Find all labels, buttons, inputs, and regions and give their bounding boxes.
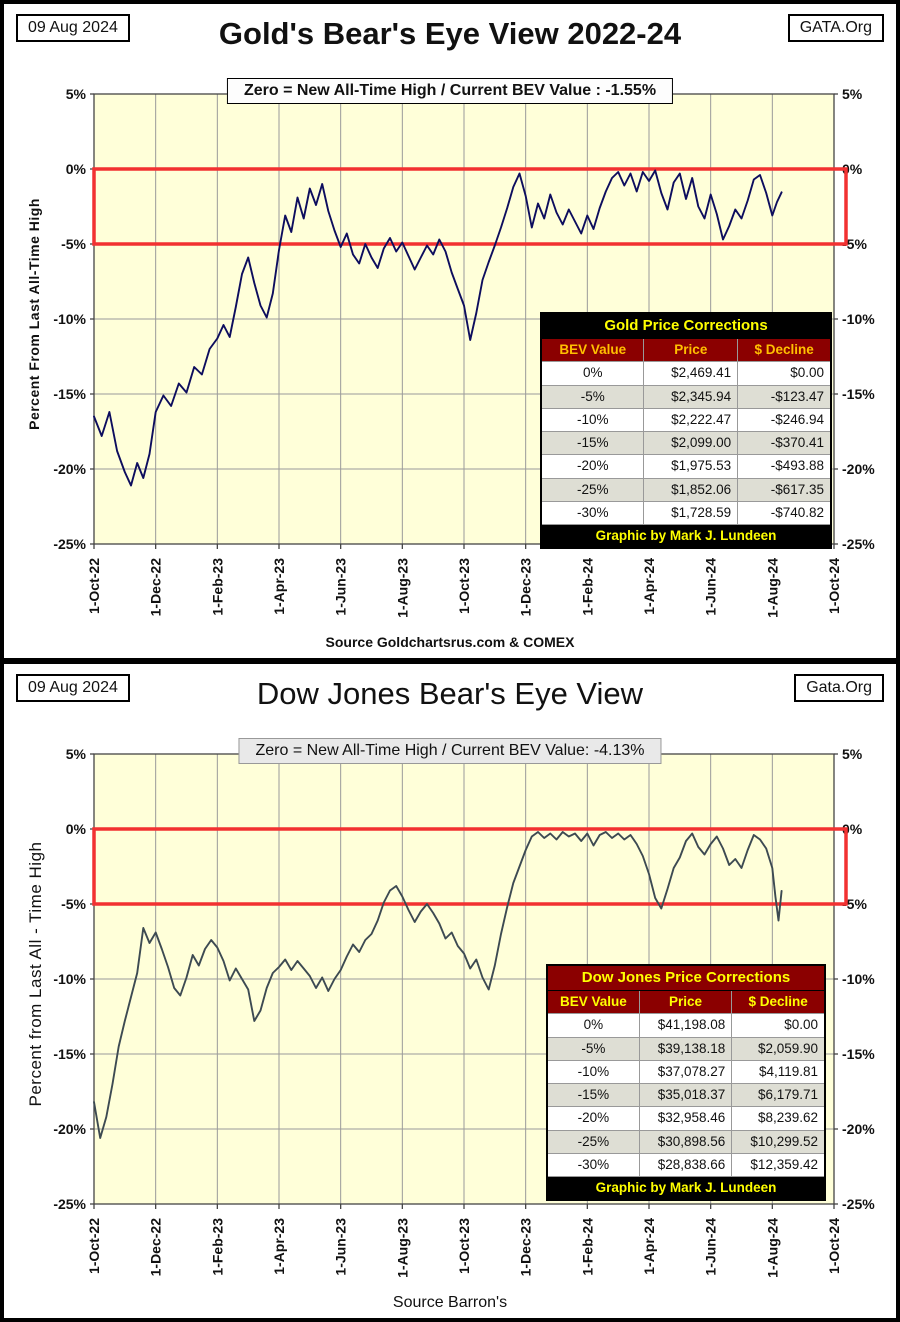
svg-text:-15%: -15% [842,386,875,402]
svg-text:1-Oct-22: 1-Oct-22 [86,1218,102,1274]
date-box: 09 Aug 2024 [16,674,130,702]
svg-text:5%: 5% [842,746,863,762]
svg-text:1-Oct-24: 1-Oct-24 [826,1218,842,1274]
svg-text:-5%: -5% [61,896,86,912]
svg-text:-5%: -5% [842,896,867,912]
svg-text:1-Jun-24: 1-Jun-24 [703,558,719,616]
svg-text:1-Feb-23: 1-Feb-23 [209,1218,225,1276]
panel-divider [4,658,896,664]
gold-corrections-table: Gold Price Corrections BEV Value Price $ De… [540,312,832,550]
svg-text:0%: 0% [66,161,87,177]
gold-chart-subtitle: Zero = New All-Time High / Current BEV V… [226,78,674,104]
svg-text:-5%: -5% [61,236,86,252]
gata-org-box: GATA.Org [787,14,884,42]
svg-text:0%: 0% [66,821,87,837]
svg-text:1-Dec-23: 1-Dec-23 [518,1218,534,1277]
svg-text:-20%: -20% [53,461,86,477]
svg-text:1-Jun-24: 1-Jun-24 [703,1218,719,1276]
svg-text:1-Dec-23: 1-Dec-23 [518,558,534,617]
svg-text:5%: 5% [66,746,87,762]
svg-text:1-Oct-23: 1-Oct-23 [456,558,472,614]
gold-chart-title: Gold's Bear's Eye View 2022-24 [218,16,682,51]
svg-text:1-Dec-22: 1-Dec-22 [148,558,164,617]
svg-text:-10%: -10% [842,971,875,987]
svg-text:1-Feb-23: 1-Feb-23 [209,558,225,616]
svg-text:5%: 5% [842,86,863,102]
svg-text:1-Jun-23: 1-Jun-23 [333,558,349,616]
svg-text:-20%: -20% [842,461,875,477]
gold-panel: 09 Aug 2024 GATA.Org Gold's Bear's Eye V… [4,4,896,658]
dow-source-note: Source Barron's [392,1294,508,1311]
svg-text:-15%: -15% [842,1046,875,1062]
dow-chart-subtitle: Zero = New All-Time High / Current BEV V… [238,738,662,764]
dow-chart-title: Dow Jones Bear's Eye View [256,676,644,711]
svg-text:1-Aug-24: 1-Aug-24 [764,558,780,618]
svg-text:1-Jun-23: 1-Jun-23 [333,1218,349,1276]
svg-text:5%: 5% [66,86,87,102]
dow-panel: 09 Aug 2024 Gata.Org Dow Jones Bear's Ey… [4,664,896,1318]
svg-text:1-Apr-23: 1-Apr-23 [271,1218,287,1275]
svg-text:1-Aug-23: 1-Aug-23 [394,558,410,618]
svg-text:-25%: -25% [842,536,875,552]
date-box: 09 Aug 2024 [16,14,130,42]
svg-text:1-Aug-24: 1-Aug-24 [764,1218,780,1278]
svg-text:-5%: -5% [842,236,867,252]
svg-text:1-Apr-24: 1-Apr-24 [641,558,657,615]
svg-text:1-Apr-24: 1-Apr-24 [641,1218,657,1275]
svg-text:-15%: -15% [53,386,86,402]
svg-text:1-Oct-22: 1-Oct-22 [86,558,102,614]
svg-text:1-Oct-23: 1-Oct-23 [456,1218,472,1274]
svg-text:1-Apr-23: 1-Apr-23 [271,558,287,615]
gata-org-box: Gata.Org [794,674,884,702]
svg-text:1-Aug-23: 1-Aug-23 [394,1218,410,1278]
dow-y-axis-label: Percent from Last All - Time High [26,841,45,1107]
svg-text:-15%: -15% [53,1046,86,1062]
dow-corrections-table: Dow Jones Price Corrections BEV Value Pric… [546,964,826,1202]
svg-text:-20%: -20% [53,1121,86,1137]
svg-text:-25%: -25% [53,1196,86,1212]
svg-text:-10%: -10% [842,311,875,327]
svg-text:-25%: -25% [842,1196,875,1212]
svg-text:1-Feb-24: 1-Feb-24 [579,1218,595,1276]
svg-text:-20%: -20% [842,1121,875,1137]
svg-text:1-Dec-22: 1-Dec-22 [148,1218,164,1277]
svg-text:-25%: -25% [53,536,86,552]
svg-text:-10%: -10% [53,971,86,987]
svg-text:1-Feb-24: 1-Feb-24 [579,558,595,616]
svg-text:1-Oct-24: 1-Oct-24 [826,558,842,614]
gold-y-axis-label: Percent From Last All-Time High [26,198,42,430]
gold-source-note: Source Goldchartsrus.com & COMEX [325,634,575,650]
svg-text:-10%: -10% [53,311,86,327]
